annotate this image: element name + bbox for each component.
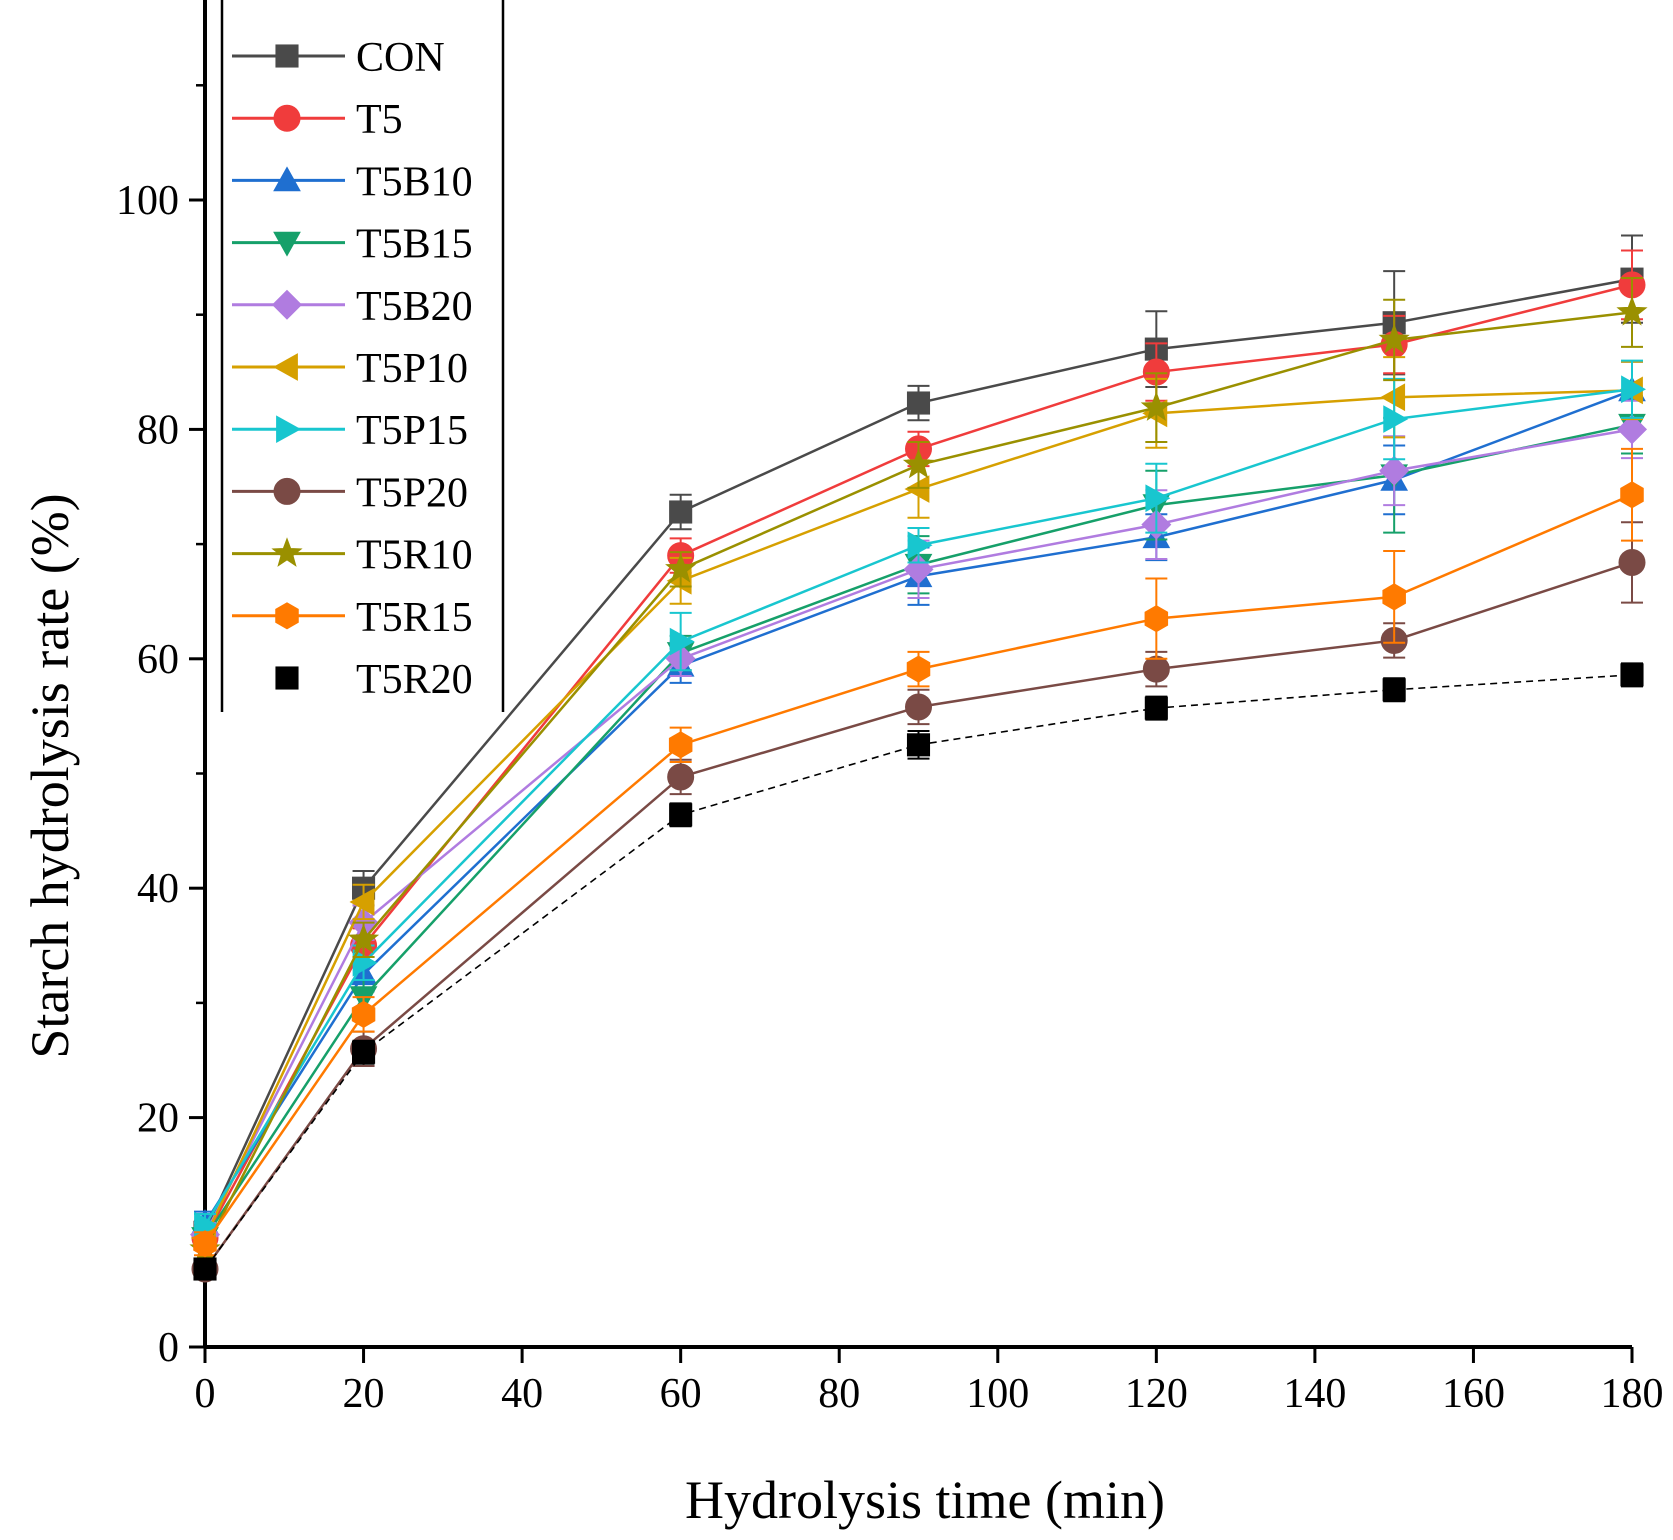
series-line <box>204 674 1633 1270</box>
data-point <box>1621 375 1647 404</box>
x-tick-label: 0 <box>195 1371 216 1417</box>
data-point <box>1616 296 1648 326</box>
data-point <box>352 1040 376 1064</box>
data-point <box>1140 391 1172 421</box>
legend-item-t5b20: T5B20 <box>232 284 473 330</box>
legend-label: T5P20 <box>356 470 468 516</box>
x-tick-label: 140 <box>1283 1371 1346 1417</box>
axes: 0 20 40 60 80 100 120 140 160 180 0 20 40 60 80 100 <box>116 0 1664 1417</box>
data-point <box>665 552 697 583</box>
legend-marker <box>273 104 301 132</box>
data-point <box>1145 484 1171 513</box>
data-point <box>1144 696 1168 720</box>
data-point <box>1144 605 1169 633</box>
data-point <box>193 1257 217 1281</box>
data-point <box>1379 455 1410 486</box>
data-point <box>668 731 693 759</box>
x-tick-label: 60 <box>660 1371 702 1417</box>
legend-label: T5B10 <box>356 159 473 205</box>
legend-label: T5R10 <box>356 533 473 579</box>
data-point <box>1382 678 1406 702</box>
y-tick-label: 20 <box>137 1096 179 1142</box>
legend-marker <box>275 602 299 630</box>
data-point <box>669 627 695 656</box>
legend-item-t5b10: T5B10 <box>232 159 473 205</box>
data-point <box>669 803 693 827</box>
data-point <box>902 448 935 479</box>
legend-item-t5: T5 <box>232 97 403 143</box>
x-axis-title: Hydrolysis time (min) <box>685 1470 1165 1530</box>
data-point <box>906 391 931 415</box>
legend-item-t5p10: T5P10 <box>232 346 468 392</box>
y-tick-label: 80 <box>137 407 179 453</box>
x-tick-label: 40 <box>501 1371 543 1417</box>
y-tick-label: 40 <box>137 866 179 912</box>
y-tick-label: 60 <box>137 637 179 683</box>
data-point <box>906 655 931 683</box>
legend-marker <box>275 44 299 68</box>
legend-marker <box>272 353 298 381</box>
data-point <box>1382 583 1406 611</box>
data-point <box>351 1000 376 1028</box>
data-point <box>1620 663 1644 687</box>
data-point <box>349 888 375 916</box>
x-tick-label: 80 <box>818 1371 860 1417</box>
x-tick-label: 180 <box>1601 1371 1664 1417</box>
data-point <box>193 1230 217 1258</box>
legend-label: T5B20 <box>356 284 473 330</box>
data-point <box>669 500 693 524</box>
data-point <box>1378 323 1410 354</box>
series-layer <box>189 234 1648 1283</box>
legend-item-t5r15: T5R15 <box>232 595 473 641</box>
legend-marker <box>273 166 301 192</box>
y-tick-label: 0 <box>158 1325 179 1371</box>
series-t5b15 <box>191 395 1646 1253</box>
x-tick-label: 20 <box>343 1371 385 1417</box>
x-tick-label: 100 <box>966 1371 1029 1417</box>
legend-label: T5 <box>356 97 403 143</box>
data-point <box>1616 414 1648 445</box>
data-point <box>906 733 931 757</box>
data-point <box>1380 383 1406 412</box>
data-point <box>904 475 930 503</box>
series-t5r20 <box>193 662 1644 1281</box>
series-t5r15 <box>193 447 1644 1258</box>
y-axis-title: Starch hydrolysis rate (%) <box>20 493 80 1058</box>
legend-item-t5b15: T5B15 <box>232 222 473 268</box>
data-point <box>905 693 932 721</box>
legend-marker <box>271 537 303 567</box>
data-point <box>347 923 380 954</box>
legend-label: CON <box>356 35 445 81</box>
legend-marker <box>273 231 301 257</box>
data-point <box>1383 405 1409 433</box>
x-tick-label: 160 <box>1442 1371 1505 1417</box>
legend-marker <box>276 415 302 444</box>
x-tick-label: 120 <box>1125 1371 1188 1417</box>
legend-item-t5r20: T5R20 <box>275 657 473 703</box>
legend-marker <box>273 477 301 505</box>
legend-label: T5P15 <box>356 408 468 454</box>
legend-item-con: CON <box>232 35 445 81</box>
data-point <box>907 531 933 560</box>
legend-label: T5P10 <box>356 346 468 392</box>
legend-label: T5R20 <box>356 657 473 703</box>
data-point <box>903 554 934 585</box>
legend: CON T5 T5B10 T5B15 T5B20 T5P10 T5P15 T5P20 T5R10… <box>220 0 505 712</box>
data-point <box>667 763 695 791</box>
legend-label: T5R15 <box>356 595 473 641</box>
legend-marker <box>271 289 303 320</box>
y-tick-label: 100 <box>116 178 179 224</box>
legend-label: T5B15 <box>356 222 473 268</box>
legend-marker <box>275 666 299 690</box>
legend-item-t5p20: T5P20 <box>232 470 468 516</box>
data-point <box>1620 481 1644 509</box>
data-point <box>1618 548 1646 576</box>
legend-item-t5r10: T5R10 <box>232 533 473 579</box>
legend-item-t5p15: T5P15 <box>232 408 468 454</box>
data-point <box>1142 655 1170 683</box>
